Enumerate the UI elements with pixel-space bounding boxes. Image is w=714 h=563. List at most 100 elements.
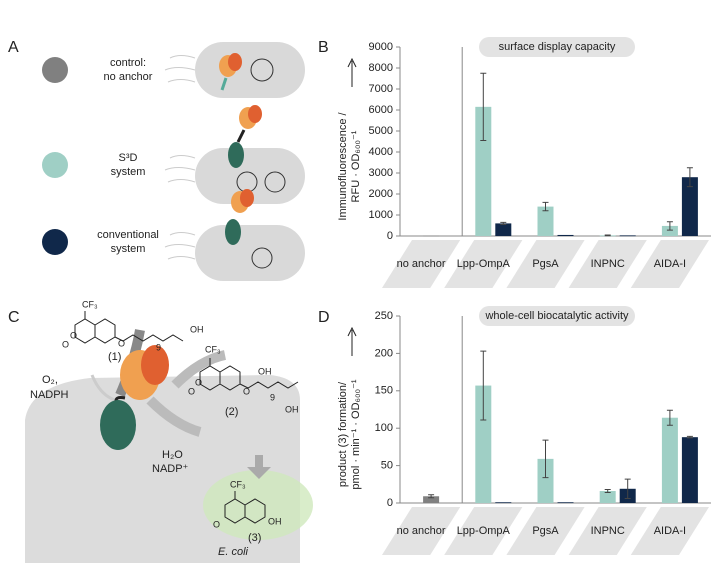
legend-swatch bbox=[42, 229, 68, 255]
label: O bbox=[118, 338, 125, 348]
label: OH bbox=[268, 516, 282, 526]
reaction-scheme bbox=[25, 311, 313, 563]
fluorescence-glow bbox=[203, 470, 313, 540]
category-box bbox=[630, 240, 709, 288]
bar bbox=[537, 206, 554, 236]
label: O bbox=[195, 377, 202, 387]
label: O₂, bbox=[42, 374, 58, 386]
label: E. coli bbox=[218, 546, 249, 558]
y-tick-label: 250 bbox=[375, 310, 393, 322]
label: (3) bbox=[248, 532, 261, 544]
x-tick-label: Lpp-OmpA bbox=[457, 258, 511, 270]
error-bar bbox=[500, 221, 507, 225]
label: (1) bbox=[108, 351, 121, 363]
bar bbox=[557, 234, 574, 236]
x-tick-label: Lpp-OmpA bbox=[457, 525, 511, 537]
category-box bbox=[568, 240, 647, 288]
y-axis-label: pmol · min⁻¹ · OD₆₀₀⁻¹ bbox=[350, 379, 362, 489]
legend-label: conventional bbox=[97, 229, 159, 241]
legend-swatch bbox=[42, 152, 68, 178]
category-box bbox=[444, 507, 523, 555]
bar bbox=[495, 502, 512, 504]
y-tick-label: 0 bbox=[387, 497, 393, 509]
error-bar bbox=[604, 234, 611, 237]
error-bar bbox=[480, 72, 487, 141]
x-tick-label: no anchor bbox=[397, 258, 446, 270]
chart-title: surface display capacity bbox=[499, 41, 616, 53]
bar bbox=[423, 235, 440, 237]
y-tick-label: 4000 bbox=[369, 146, 393, 158]
bar bbox=[423, 496, 440, 503]
title-pill bbox=[479, 306, 635, 326]
panel-letter: B bbox=[318, 39, 329, 56]
category-box bbox=[506, 240, 585, 288]
error-bar bbox=[480, 350, 487, 421]
error-bar bbox=[542, 201, 549, 212]
error-bar bbox=[686, 435, 693, 439]
y-tick-label: 2000 bbox=[369, 188, 393, 200]
y-tick-label: 1000 bbox=[369, 209, 393, 221]
bar bbox=[681, 437, 698, 503]
legend-label: control: bbox=[110, 57, 146, 69]
y-tick-label: 200 bbox=[375, 347, 393, 359]
x-tick-label: PgsA bbox=[532, 525, 559, 537]
x-tick-label: AIDA-I bbox=[654, 525, 686, 537]
label: O bbox=[70, 330, 77, 340]
error-bar bbox=[666, 221, 673, 231]
y-tick-label: 0 bbox=[387, 230, 393, 242]
label: 9 bbox=[156, 342, 161, 352]
bar bbox=[661, 225, 678, 236]
label: OH bbox=[285, 404, 299, 414]
label: OH bbox=[258, 366, 272, 376]
arrow bbox=[347, 326, 357, 356]
error-bar bbox=[428, 494, 435, 499]
category-box bbox=[382, 240, 461, 288]
x-tick-label: PgsA bbox=[532, 258, 559, 270]
bar bbox=[619, 235, 636, 237]
y-tick-label: 3000 bbox=[369, 167, 393, 179]
cell-diagrams bbox=[164, 42, 305, 281]
label: H₂O bbox=[162, 449, 183, 461]
arrow bbox=[247, 455, 271, 479]
label: CF₃ bbox=[205, 344, 221, 354]
label: NADPH bbox=[30, 389, 69, 401]
y-tick-label: 7000 bbox=[369, 83, 393, 95]
error-bar bbox=[542, 439, 549, 479]
title-pill bbox=[479, 37, 635, 57]
y-axis-label: RFU · OD₆₀₀⁻¹ bbox=[350, 130, 362, 202]
label: O bbox=[62, 339, 69, 349]
label: CF₃ bbox=[82, 299, 98, 309]
label: NADP⁺ bbox=[152, 463, 189, 475]
label: (2) bbox=[225, 406, 238, 418]
bar bbox=[475, 385, 492, 503]
y-tick-label: 5000 bbox=[369, 125, 393, 137]
y-axis-label: Immunofluorescence / bbox=[337, 111, 349, 220]
category-box bbox=[506, 507, 585, 555]
error-bar bbox=[604, 489, 611, 494]
y-tick-label: 150 bbox=[375, 385, 393, 397]
arrow bbox=[347, 57, 357, 87]
bar bbox=[681, 177, 698, 236]
x-tick-label: INPNC bbox=[591, 258, 625, 270]
arrow bbox=[146, 396, 202, 437]
error-bar bbox=[686, 167, 693, 188]
label: 9 bbox=[270, 392, 275, 402]
arrow bbox=[171, 350, 227, 389]
bar bbox=[475, 106, 492, 236]
panel-letter: C bbox=[8, 309, 20, 326]
category-box bbox=[444, 240, 523, 288]
legend-swatch bbox=[42, 57, 68, 83]
bar bbox=[557, 502, 574, 504]
y-tick-label: 50 bbox=[381, 460, 393, 472]
label: OH bbox=[190, 324, 204, 334]
label: CF₃ bbox=[230, 479, 246, 489]
y-tick-label: 8000 bbox=[369, 62, 393, 74]
category-box bbox=[630, 507, 709, 555]
legend-label: no anchor bbox=[104, 71, 153, 83]
x-tick-label: no anchor bbox=[397, 525, 446, 537]
y-axis-label: product (3) formation/ bbox=[337, 381, 349, 487]
category-box bbox=[382, 507, 461, 555]
bar bbox=[537, 458, 554, 503]
y-tick-label: 100 bbox=[375, 422, 393, 434]
